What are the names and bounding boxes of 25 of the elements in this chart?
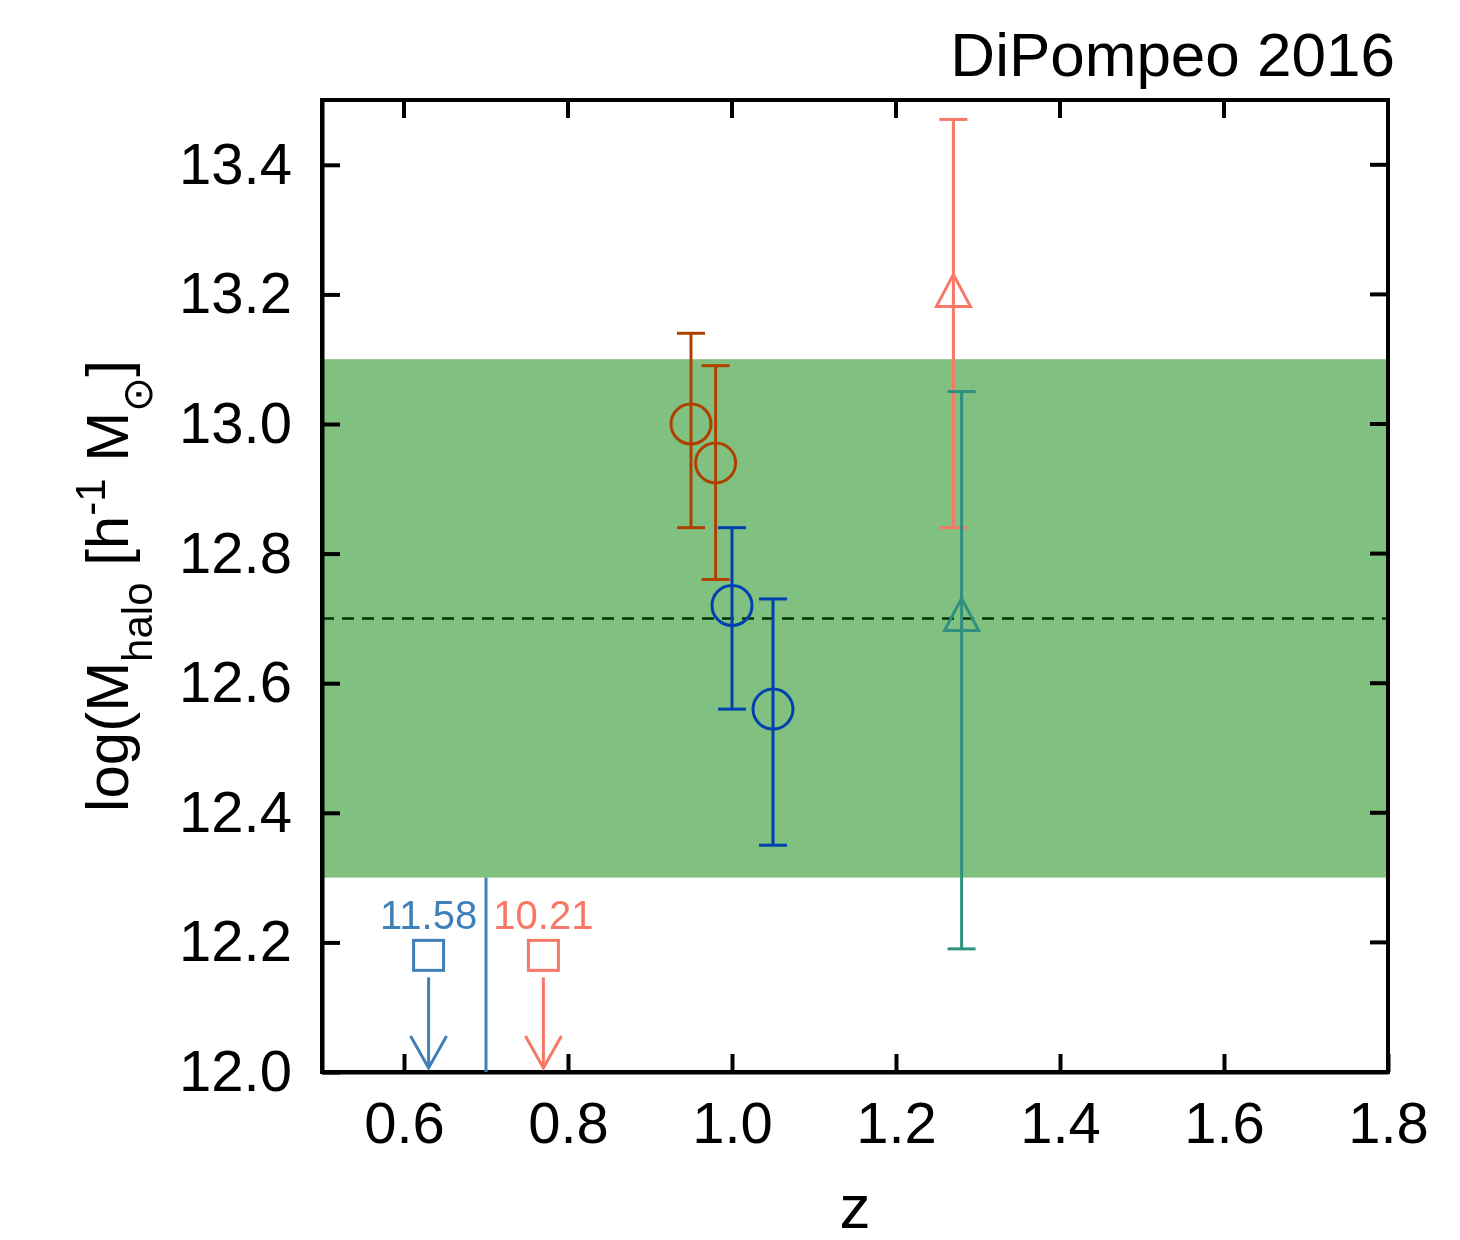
x-tick-label: 1.6	[1184, 1090, 1265, 1156]
point	[669, 402, 713, 446]
chart-title: DiPompeo 2016	[950, 20, 1395, 89]
x-tick-label: 1.0	[692, 1090, 773, 1156]
point	[412, 938, 446, 972]
point	[710, 583, 754, 627]
point	[526, 938, 560, 972]
point	[694, 441, 738, 485]
y-tick-label: 12.4	[179, 778, 292, 844]
y-tick-label: 12.8	[179, 519, 292, 585]
y-tick-label: 13.4	[179, 130, 292, 196]
y-tick-label: 13.0	[179, 390, 292, 456]
x-axis-title: z	[839, 1172, 871, 1240]
x-tick-label: 0.8	[528, 1090, 609, 1156]
annotation: 11.58	[380, 893, 478, 938]
y-tick-label: 12.0	[179, 1038, 292, 1104]
x-tick-label: 1.2	[856, 1090, 937, 1156]
x-tick-label: 0.6	[364, 1090, 445, 1156]
point	[751, 687, 795, 731]
annotation: 10.21	[493, 893, 594, 938]
x-tick-label: 1.4	[1020, 1090, 1101, 1156]
y-tick-label: 13.2	[179, 260, 292, 326]
x-tick-label: 1.8	[1348, 1090, 1429, 1156]
y-tick-label: 12.6	[179, 649, 292, 715]
y-tick-label: 12.2	[179, 908, 292, 974]
